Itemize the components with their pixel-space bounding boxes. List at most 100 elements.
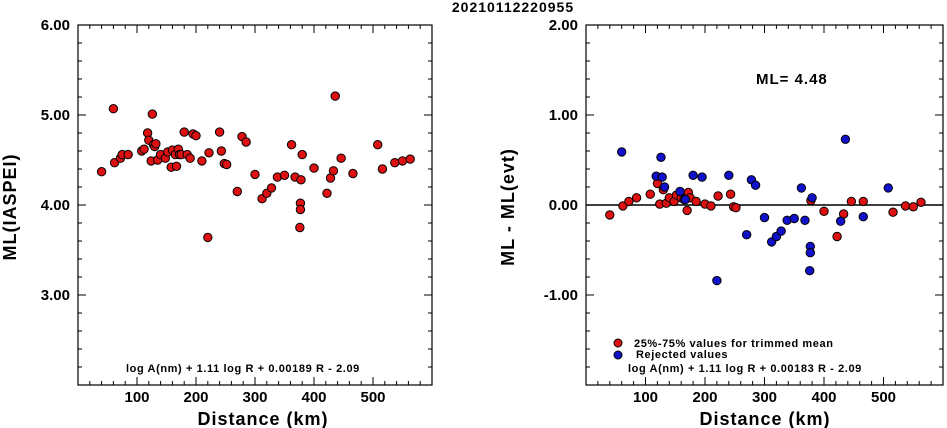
right-rejected-point — [680, 194, 691, 205]
right-x-tick-label: 100 — [633, 389, 658, 406]
right-y-tick-label: 2.00 — [549, 17, 578, 34]
left-accepted-point — [405, 154, 415, 164]
left-accepted-point — [171, 161, 182, 172]
left-accepted-point — [108, 104, 119, 114]
left-accepted-point — [203, 232, 213, 243]
right-rejected-point — [657, 172, 667, 182]
right-rejected-point — [724, 170, 734, 181]
right-accepted-point — [908, 202, 918, 212]
right-accepted-point — [605, 210, 615, 220]
ml-value-label: ML= 4.48 — [756, 71, 828, 88]
right-rejected-point — [840, 134, 851, 145]
right-rejected-point — [805, 248, 816, 258]
right-x-axis-label: Distance (km) — [699, 409, 830, 428]
left-accepted-point — [151, 139, 161, 149]
right-accepted-point — [819, 206, 829, 217]
chart-title: 20210112220955 — [452, 0, 574, 15]
left-accepted-point — [250, 169, 260, 180]
left-accepted-point — [296, 175, 306, 185]
right-rejected-point — [750, 180, 761, 190]
left-accepted-point — [279, 170, 290, 181]
right-y-axis-label: ML - ML(evt) — [498, 148, 518, 266]
left-x-tick-label: 400 — [301, 389, 326, 406]
right-x-tick-label: 200 — [692, 389, 717, 406]
left-x-tick-label: 500 — [360, 389, 385, 406]
left-axis-ticks: 100 200 300 400 500 3.00 4.00 5.00 6.00 — [41, 17, 432, 406]
right-x-tick-label: 400 — [811, 389, 836, 406]
left-y-tick-label: 6.00 — [41, 17, 70, 34]
left-accepted-point — [216, 146, 227, 156]
right-formula-annotation: log A(nm) + 1.11 log R + 0.00183 R - 2.0… — [628, 363, 862, 375]
right-panel: 100 200 300 400 500 -1.00 0.00 1.00 2.00 ML= 4.4… — [498, 17, 944, 428]
left-accepted-point — [286, 140, 297, 150]
left-accepted-point — [373, 140, 383, 150]
right-rejected-point — [697, 172, 707, 182]
right-rejected-point — [800, 215, 810, 226]
left-y-tick-label: 4.00 — [41, 197, 70, 214]
left-accepted-point — [232, 186, 243, 197]
right-rejected-point — [656, 152, 666, 163]
left-accepted-point — [348, 168, 358, 179]
left-x-tick-label: 300 — [242, 389, 267, 406]
left-data-points — [96, 91, 415, 243]
right-accepted-point — [631, 193, 642, 203]
left-accepted-point — [295, 204, 306, 215]
right-rejected-point — [858, 212, 868, 222]
right-y-tick-label: 0.00 — [549, 197, 578, 214]
left-y-tick-label: 3.00 — [41, 287, 70, 304]
left-accepted-point — [330, 91, 340, 101]
right-rejected-point — [659, 182, 670, 192]
right-accepted-point — [832, 231, 842, 242]
left-accepted-point — [390, 158, 400, 168]
left-y-axis-label: ML(IASPEI) — [0, 154, 20, 261]
right-accepted-point — [846, 196, 857, 207]
right-accepted-point — [900, 201, 911, 211]
legend-accepted-marker — [613, 338, 623, 348]
right-axis-ticks: 100 200 300 400 500 -1.00 0.00 1.00 2.00 — [544, 17, 943, 406]
right-rejected-point — [796, 183, 807, 193]
left-x-tick-label: 100 — [124, 389, 149, 406]
right-rejected-point — [883, 183, 893, 193]
right-accepted-point — [691, 196, 701, 207]
right-rejected-point — [617, 147, 627, 157]
left-accepted-point — [123, 149, 133, 160]
right-rejected-point — [688, 170, 698, 181]
right-accepted-point — [858, 196, 868, 207]
legend-rejected-marker — [613, 350, 623, 360]
left-accepted-point — [179, 127, 189, 137]
left-accepted-point — [377, 164, 388, 174]
right-accepted-point — [916, 197, 926, 208]
right-rejected-point — [759, 212, 770, 223]
left-accepted-point — [197, 156, 207, 166]
right-accepted-point — [731, 203, 741, 213]
right-accepted-point — [682, 205, 692, 216]
right-accepted-point — [725, 189, 736, 199]
right-y-tick-label: -1.00 — [544, 287, 578, 304]
left-accepted-point — [191, 131, 201, 141]
left-plot-frame — [77, 24, 433, 386]
left-accepted-point — [185, 153, 195, 163]
right-rejected-point — [776, 226, 786, 236]
right-accepted-point — [706, 201, 716, 211]
left-accepted-point — [221, 159, 232, 170]
right-rejected-point — [789, 213, 799, 224]
left-accepted-point — [96, 167, 107, 177]
left-accepted-point — [147, 109, 158, 119]
right-x-tick-label: 300 — [752, 389, 777, 406]
left-accepted-point — [397, 156, 408, 166]
right-rejected-point — [835, 216, 846, 226]
right-accepted-point — [645, 189, 655, 199]
right-accepted-point — [888, 207, 898, 217]
left-accepted-point — [295, 222, 305, 233]
right-data-points — [605, 134, 926, 286]
left-formula-annotation: log A(nm) + 1.11 log R + 0.00189 R - 2.0… — [126, 363, 360, 375]
right-accepted-point — [624, 196, 634, 207]
right-rejected-point — [712, 275, 722, 286]
left-panel: 100 200 300 400 500 3.00 4.00 5.00 6.00 Distance… — [0, 17, 433, 428]
left-x-tick-label: 200 — [183, 389, 208, 406]
left-y-tick-label: 5.00 — [41, 107, 70, 124]
left-accepted-point — [266, 183, 277, 193]
left-accepted-point — [328, 166, 339, 176]
right-x-tick-label: 500 — [871, 389, 896, 406]
